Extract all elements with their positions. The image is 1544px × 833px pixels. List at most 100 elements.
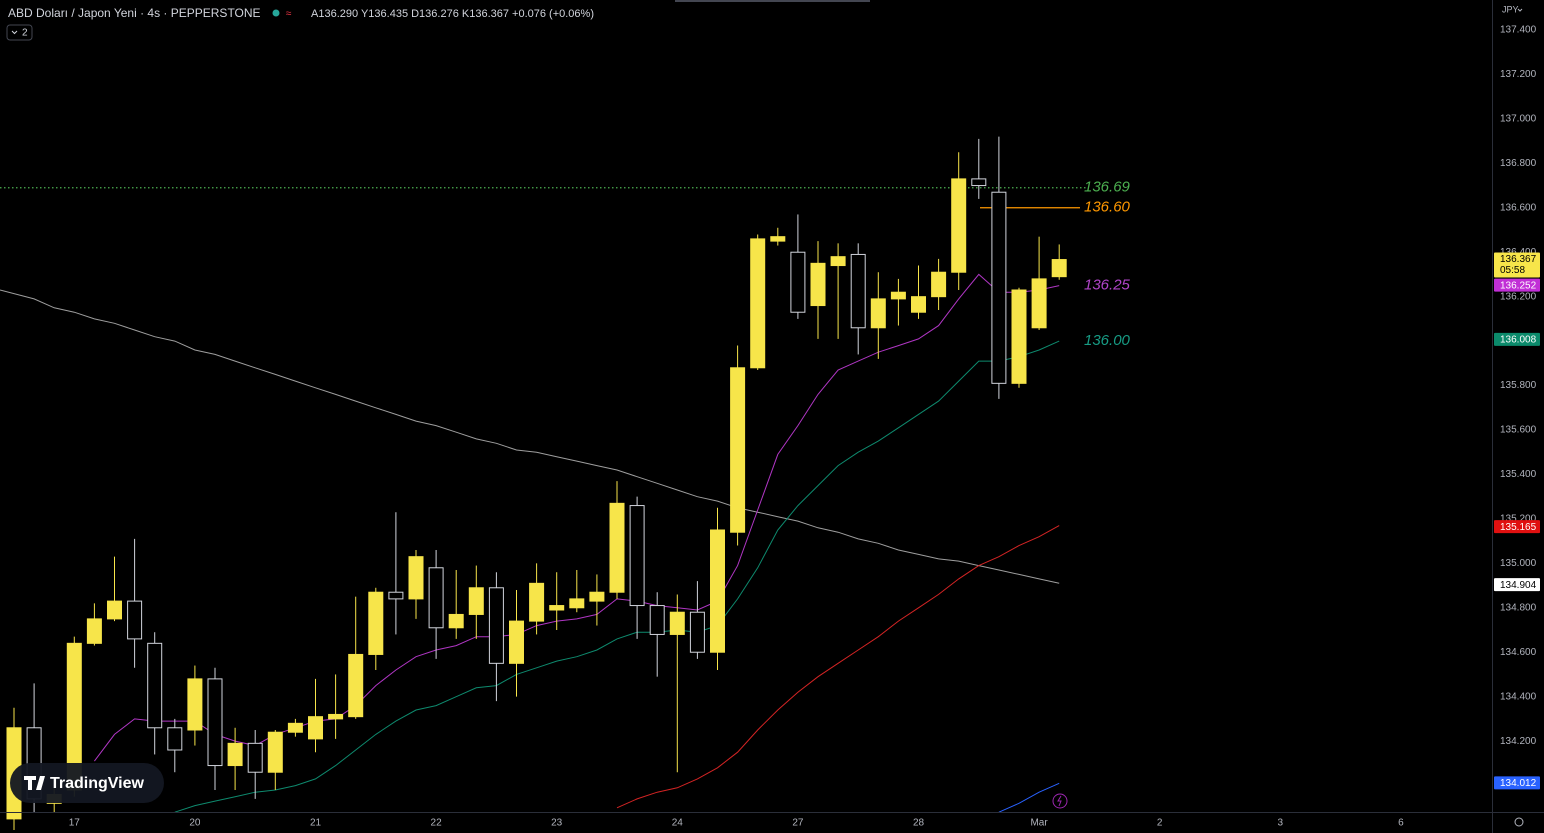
candle-body <box>770 236 786 242</box>
top-handle[interactable] <box>675 0 870 2</box>
candle-body <box>267 731 283 773</box>
moving-average-line <box>174 340 1060 813</box>
candle-body <box>951 178 967 273</box>
y-tick-label: 136.200 <box>1500 291 1537 302</box>
candle-body <box>589 591 605 602</box>
candle-body <box>931 271 947 298</box>
y-tick-label: 137.000 <box>1500 114 1537 125</box>
countdown-label: 05:58 <box>1500 265 1525 276</box>
x-tick-label: 23 <box>551 818 563 829</box>
candle-body <box>870 298 886 329</box>
y-tick-label: 135.400 <box>1500 469 1537 480</box>
moving-average-line <box>0 289 1060 584</box>
candle-body <box>850 253 866 329</box>
candle-body <box>609 502 625 593</box>
y-tick-label: 136.600 <box>1500 202 1537 213</box>
x-tick-label: 21 <box>310 818 322 829</box>
candle-body <box>509 620 524 664</box>
candle-body <box>890 291 906 300</box>
candle-body <box>991 191 1007 384</box>
y-tick-label: 135.200 <box>1500 514 1537 525</box>
y-tick-label: 134.600 <box>1500 647 1537 658</box>
candle-body <box>750 238 766 369</box>
settings-icon[interactable] <box>1514 817 1524 827</box>
candle-body <box>488 587 504 664</box>
candle-body <box>649 605 665 635</box>
candle-body <box>287 722 303 733</box>
y-tick-label: 135.600 <box>1500 425 1537 436</box>
candle-body <box>971 178 987 187</box>
y-tick-label: 134.800 <box>1500 602 1537 613</box>
candle-body <box>308 716 323 740</box>
candle-body <box>207 678 223 767</box>
candle-body <box>810 262 826 307</box>
alert-icon[interactable] <box>1052 793 1068 809</box>
x-tick-label: 28 <box>913 818 925 829</box>
y-tick-label: 135.000 <box>1500 558 1537 569</box>
candle-body <box>689 611 705 653</box>
plot-area: 136.69 136.60 136.25 136.00 <box>0 136 1131 830</box>
candle-body <box>388 591 404 600</box>
level-label: 136.60 <box>1084 199 1131 216</box>
alert-bolt <box>1057 795 1062 807</box>
x-tick-label: 17 <box>69 818 81 829</box>
x-tick-label: 20 <box>189 818 201 829</box>
candle-body <box>1011 289 1027 384</box>
candle-body <box>911 296 926 313</box>
candle-body <box>86 618 102 644</box>
y-tick-label: 137.200 <box>1500 69 1537 80</box>
x-tick-label: 22 <box>431 818 443 829</box>
watermark-badge[interactable] <box>10 763 164 803</box>
price-tag-label: 134.904 <box>1500 580 1537 591</box>
currency[interactable]: JPY <box>1502 4 1519 14</box>
candle-body <box>247 742 263 773</box>
candle-body <box>107 600 122 620</box>
currency-chevron <box>1517 8 1523 12</box>
x-tick-label: 2 <box>1157 818 1163 829</box>
last-price-tag <box>1494 252 1540 278</box>
watermark-text: TradingView <box>50 775 145 792</box>
price-tag-label: 135.165 <box>1500 522 1537 533</box>
candle-body <box>468 587 484 615</box>
candle-body <box>167 727 183 751</box>
symbol-title[interactable]: ABD Doları / Japon Yeni · 4s · PEPPERSTO… <box>8 6 261 20</box>
candle-body <box>1031 278 1047 329</box>
x-tick-label: 27 <box>792 818 804 829</box>
indicator-toggle[interactable] <box>6 24 33 41</box>
x-tick-label: 3 <box>1278 818 1284 829</box>
price-tag-label: 136.008 <box>1500 334 1537 345</box>
last-price-label: 136.367 <box>1500 254 1537 265</box>
level-label: 136.00 <box>1084 332 1131 349</box>
candle-body <box>629 505 645 607</box>
candle-body <box>328 713 344 720</box>
market-status[interactable] <box>272 9 280 17</box>
candle-body <box>368 591 384 655</box>
candle-body <box>127 600 143 640</box>
y-tick-label: 136.800 <box>1500 158 1537 169</box>
y-tick-label: 134.400 <box>1500 691 1537 702</box>
candle-body <box>147 642 163 729</box>
candle-body <box>529 582 545 622</box>
moving-average-line <box>998 782 1060 813</box>
price-tag-label: 134.012 <box>1500 778 1537 789</box>
y-tick-label: 137.400 <box>1500 25 1537 36</box>
ohlc-values: A136.290 Y136.435 D136.276 K136.367 +0.0… <box>311 8 594 20</box>
candle-body <box>428 567 444 629</box>
candle-body <box>790 251 806 313</box>
moving-average-line <box>616 525 1060 809</box>
x-tick-label: 6 <box>1398 818 1404 829</box>
candle-body <box>408 556 424 600</box>
candle-body <box>569 598 585 609</box>
indicator-chevron <box>11 30 18 35</box>
watermark-logo <box>24 776 45 790</box>
price-tag <box>1494 332 1540 346</box>
candle-body <box>1051 259 1067 278</box>
candle-body <box>710 529 725 653</box>
status-icon[interactable]: ≈ <box>286 9 292 20</box>
candle-body <box>448 613 464 629</box>
y-tick-label: 134.200 <box>1500 736 1537 747</box>
y-tick-label: 136.400 <box>1500 247 1537 258</box>
y-tick-label: 135.800 <box>1500 380 1537 391</box>
